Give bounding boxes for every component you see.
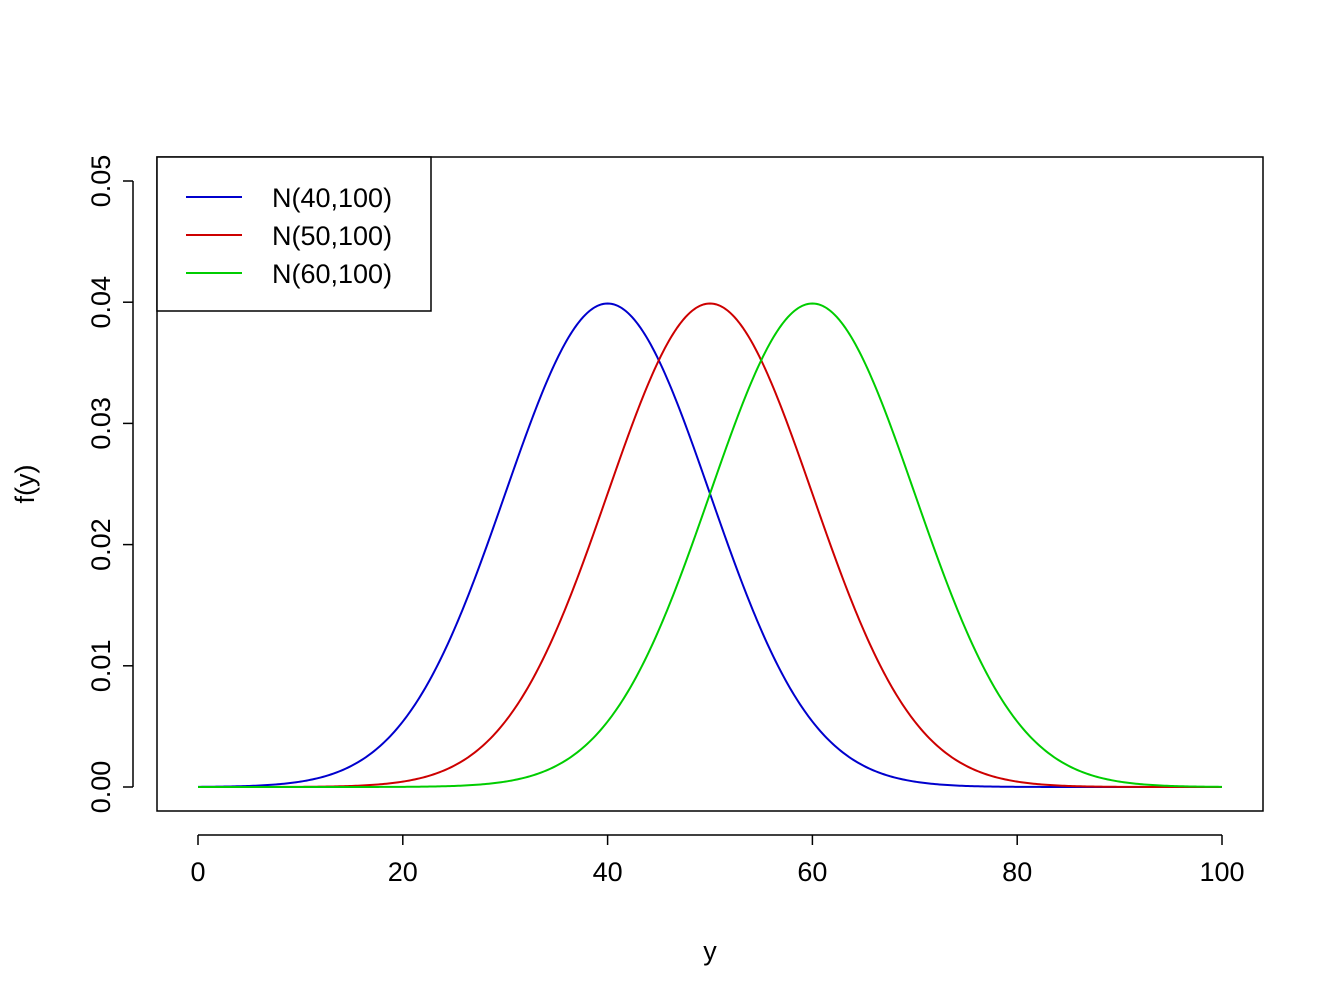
x-tick-label: 20 (388, 857, 418, 887)
x-tick-label: 40 (593, 857, 623, 887)
y-tick-label: 0.02 (86, 518, 116, 571)
series-line-3 (198, 302, 1223, 788)
x-axis: 0 20 40 60 80 100 (190, 834, 1245, 887)
legend-label: N(50,100) (272, 221, 392, 251)
legend-label: N(60,100) (272, 259, 392, 289)
series-line-2 (198, 302, 1222, 788)
series-layer (197, 302, 1223, 788)
x-tick-label: 60 (797, 857, 827, 887)
plot-frame (156, 156, 1264, 812)
y-tick-label: 0.03 (86, 397, 116, 450)
x-tick-label: 100 (1199, 857, 1244, 887)
y-tick-label: 0.00 (86, 761, 116, 814)
y-axis-label: f(y) (10, 465, 40, 504)
x-tick-label: 0 (190, 857, 205, 887)
y-tick-label: 0.01 (86, 640, 116, 693)
y-tick-label: 0.04 (86, 276, 116, 329)
x-axis-label: y (703, 936, 717, 966)
y-axis: 0.00 0.01 0.02 0.03 0.04 0.05 (86, 155, 134, 814)
x-tick-label: 80 (1002, 857, 1032, 887)
legend: N(40,100) N(50,100) N(60,100) (156, 156, 432, 312)
legend-label: N(40,100) (272, 183, 392, 213)
y-tick-label: 0.05 (86, 155, 116, 208)
